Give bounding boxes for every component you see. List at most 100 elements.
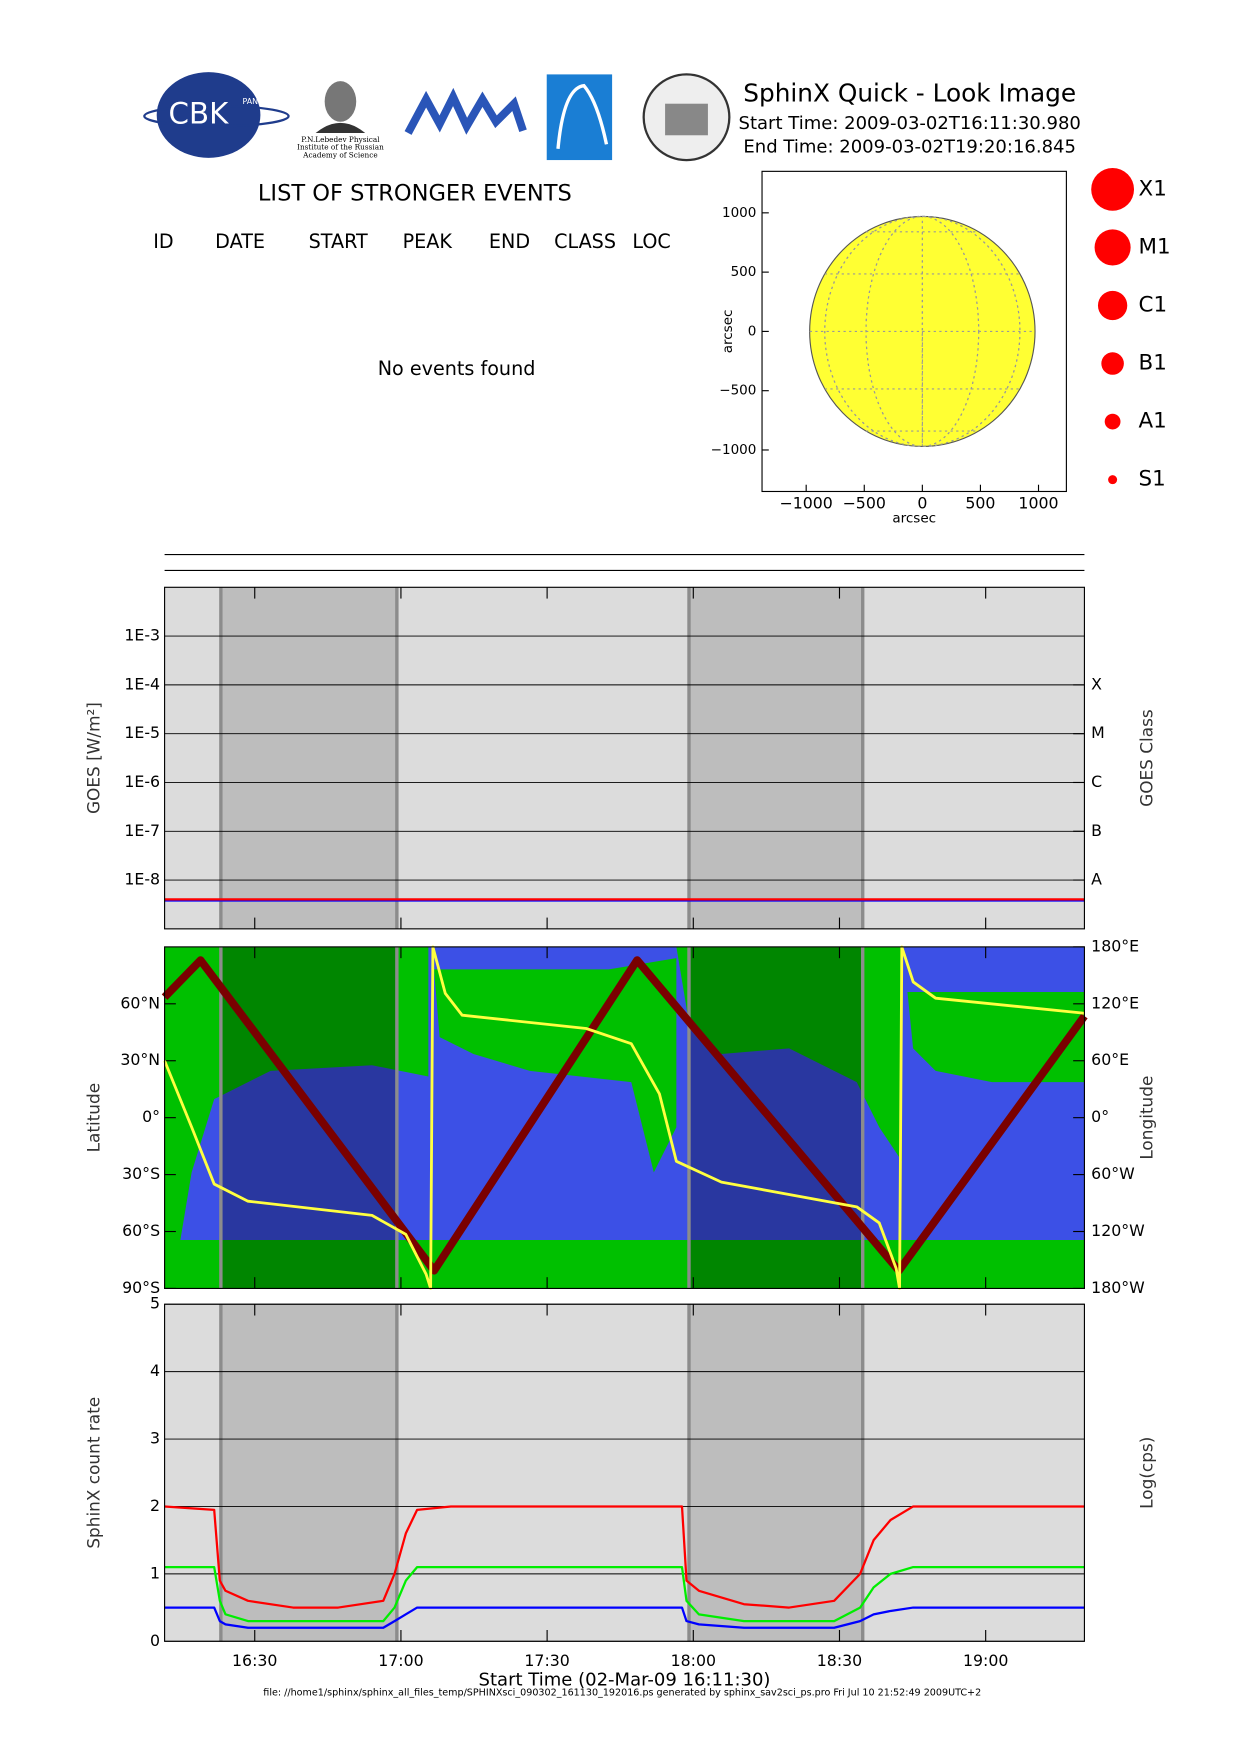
pan-text: PAN bbox=[242, 97, 258, 106]
legend-marker bbox=[1097, 290, 1128, 321]
eclipse-band bbox=[688, 587, 863, 929]
x-tick-label: −500 bbox=[843, 493, 886, 512]
y2-tick-label: X bbox=[1091, 674, 1102, 693]
events-empty: No events found bbox=[378, 357, 536, 380]
y-tick-label: 1E-7 bbox=[124, 821, 160, 840]
y2-axis-label: Log(cps) bbox=[1137, 1437, 1157, 1509]
portrait-body bbox=[315, 122, 366, 134]
land bbox=[907, 991, 1085, 1083]
eclipse-band bbox=[220, 946, 397, 1289]
lebedev-line: P.N.Lebedev Physical bbox=[301, 135, 380, 144]
meridian bbox=[824, 215, 1021, 447]
series-line bbox=[164, 1606, 1085, 1629]
y-tick-label: 0 bbox=[150, 1631, 160, 1650]
eclipse-band bbox=[688, 1304, 863, 1642]
x-tick-label: 1000 bbox=[1018, 493, 1058, 512]
y2-tick-label: 120°E bbox=[1091, 993, 1139, 1012]
y-axis-label: arcsec bbox=[720, 310, 736, 354]
y-tick-label: −500 bbox=[719, 383, 756, 399]
y-tick-label: 4 bbox=[150, 1361, 160, 1380]
plot-frame bbox=[164, 946, 1085, 1290]
y-tick-label: 3 bbox=[150, 1429, 160, 1448]
y-tick-label: 0° bbox=[142, 1107, 160, 1126]
column-header: START bbox=[309, 230, 368, 253]
y-axis-label: GOES [W/m²] bbox=[84, 702, 104, 814]
y-tick-label: 0 bbox=[748, 323, 757, 339]
title: SphinX Quick - Look Image bbox=[743, 79, 1076, 108]
x-tick-label: 18:00 bbox=[671, 1651, 716, 1670]
portrait bbox=[324, 81, 357, 122]
x-axis-label: Start Time (02-Mar-09 16:11:30) bbox=[479, 1670, 771, 1691]
footer: file: //home1/sphinx/sphinx_all_files_te… bbox=[263, 1688, 981, 1699]
x-tick-label: 0 bbox=[917, 493, 927, 512]
legend-label: A1 bbox=[1139, 409, 1167, 434]
cbk-ring bbox=[143, 104, 290, 128]
meridian bbox=[865, 215, 980, 447]
y-tick-label: 1000 bbox=[722, 205, 756, 221]
y-tick-label: 90°S bbox=[122, 1278, 160, 1297]
column-header: PEAK bbox=[403, 230, 453, 253]
x-tick-label: 17:30 bbox=[524, 1651, 569, 1670]
column-header: LOC bbox=[632, 230, 670, 253]
y-tick-label: 60°N bbox=[120, 993, 160, 1012]
land bbox=[164, 946, 429, 1240]
legend-marker bbox=[1108, 475, 1118, 485]
y2-tick-label: M bbox=[1091, 723, 1105, 742]
y-tick-label: 1E-4 bbox=[124, 674, 160, 693]
y-axis-label: Latitude bbox=[84, 1083, 104, 1153]
legend-label: B1 bbox=[1139, 351, 1167, 376]
eclipse-band bbox=[220, 1304, 397, 1642]
land bbox=[164, 1239, 1085, 1289]
end-time: End Time: 2009-03-02T19:20:16.845 bbox=[743, 137, 1076, 158]
y-tick-label: 500 bbox=[731, 264, 757, 280]
y-tick-label: 1E-3 bbox=[124, 626, 160, 645]
x-tick-label: 19:00 bbox=[963, 1651, 1008, 1670]
y2-tick-label: C bbox=[1091, 772, 1102, 791]
map-land bbox=[164, 946, 1085, 1289]
y-tick-label: 30°N bbox=[120, 1050, 160, 1069]
y2-axis-label: Longitude bbox=[1137, 1076, 1157, 1160]
cbk-logo bbox=[156, 72, 261, 158]
series-line bbox=[164, 1505, 1085, 1609]
column-header: DATE bbox=[215, 230, 265, 253]
x-axis-label: arcsec bbox=[892, 511, 936, 527]
series-line bbox=[164, 1565, 1085, 1623]
column-header: END bbox=[489, 230, 530, 253]
y2-tick-label: 60°W bbox=[1091, 1164, 1135, 1183]
series-line bbox=[161, 956, 1088, 1275]
y2-axis-label: GOES Class bbox=[1137, 709, 1157, 807]
legend-marker bbox=[1094, 229, 1131, 266]
column-header: CLASS bbox=[554, 230, 616, 253]
legend-marker bbox=[1091, 167, 1135, 211]
y-tick-label: 5 bbox=[150, 1294, 160, 1313]
y2-tick-label: 180°E bbox=[1091, 936, 1139, 955]
y-tick-label: 30°S bbox=[122, 1164, 160, 1183]
x-tick-label: −1000 bbox=[780, 493, 833, 512]
y-tick-label: −1000 bbox=[711, 442, 757, 458]
legend-label: M1 bbox=[1139, 234, 1171, 259]
lebedev-line: Academy of Science bbox=[302, 151, 377, 160]
y2-tick-label: B bbox=[1091, 821, 1102, 840]
legend-label: S1 bbox=[1139, 467, 1166, 492]
legend-marker bbox=[1104, 413, 1121, 430]
y-tick-label: 1E-5 bbox=[124, 723, 160, 742]
y2-tick-label: A bbox=[1091, 870, 1102, 889]
mian-logo bbox=[404, 87, 527, 135]
blue-logo-arc bbox=[556, 83, 609, 149]
x-tick-label: 16:30 bbox=[232, 1651, 277, 1670]
cbk-text: CBK bbox=[169, 96, 230, 130]
y2-tick-label: 180°W bbox=[1091, 1278, 1145, 1297]
y2-tick-label: 120°W bbox=[1091, 1221, 1145, 1240]
start-time: Start Time: 2009-03-02T16:11:30.980 bbox=[739, 113, 1081, 134]
seal-building bbox=[665, 103, 708, 136]
land bbox=[434, 958, 677, 1173]
events-title: LIST OF STRONGER EVENTS bbox=[258, 180, 572, 206]
land bbox=[676, 946, 902, 1162]
eclipse-band bbox=[220, 587, 397, 929]
y-tick-label: 2 bbox=[150, 1496, 160, 1515]
legend-marker bbox=[1101, 352, 1124, 375]
lebedev-line: Institute of the Russian bbox=[297, 143, 384, 152]
y-tick-label: 1E-6 bbox=[124, 772, 160, 791]
x-tick-label: 18:30 bbox=[817, 1651, 862, 1670]
